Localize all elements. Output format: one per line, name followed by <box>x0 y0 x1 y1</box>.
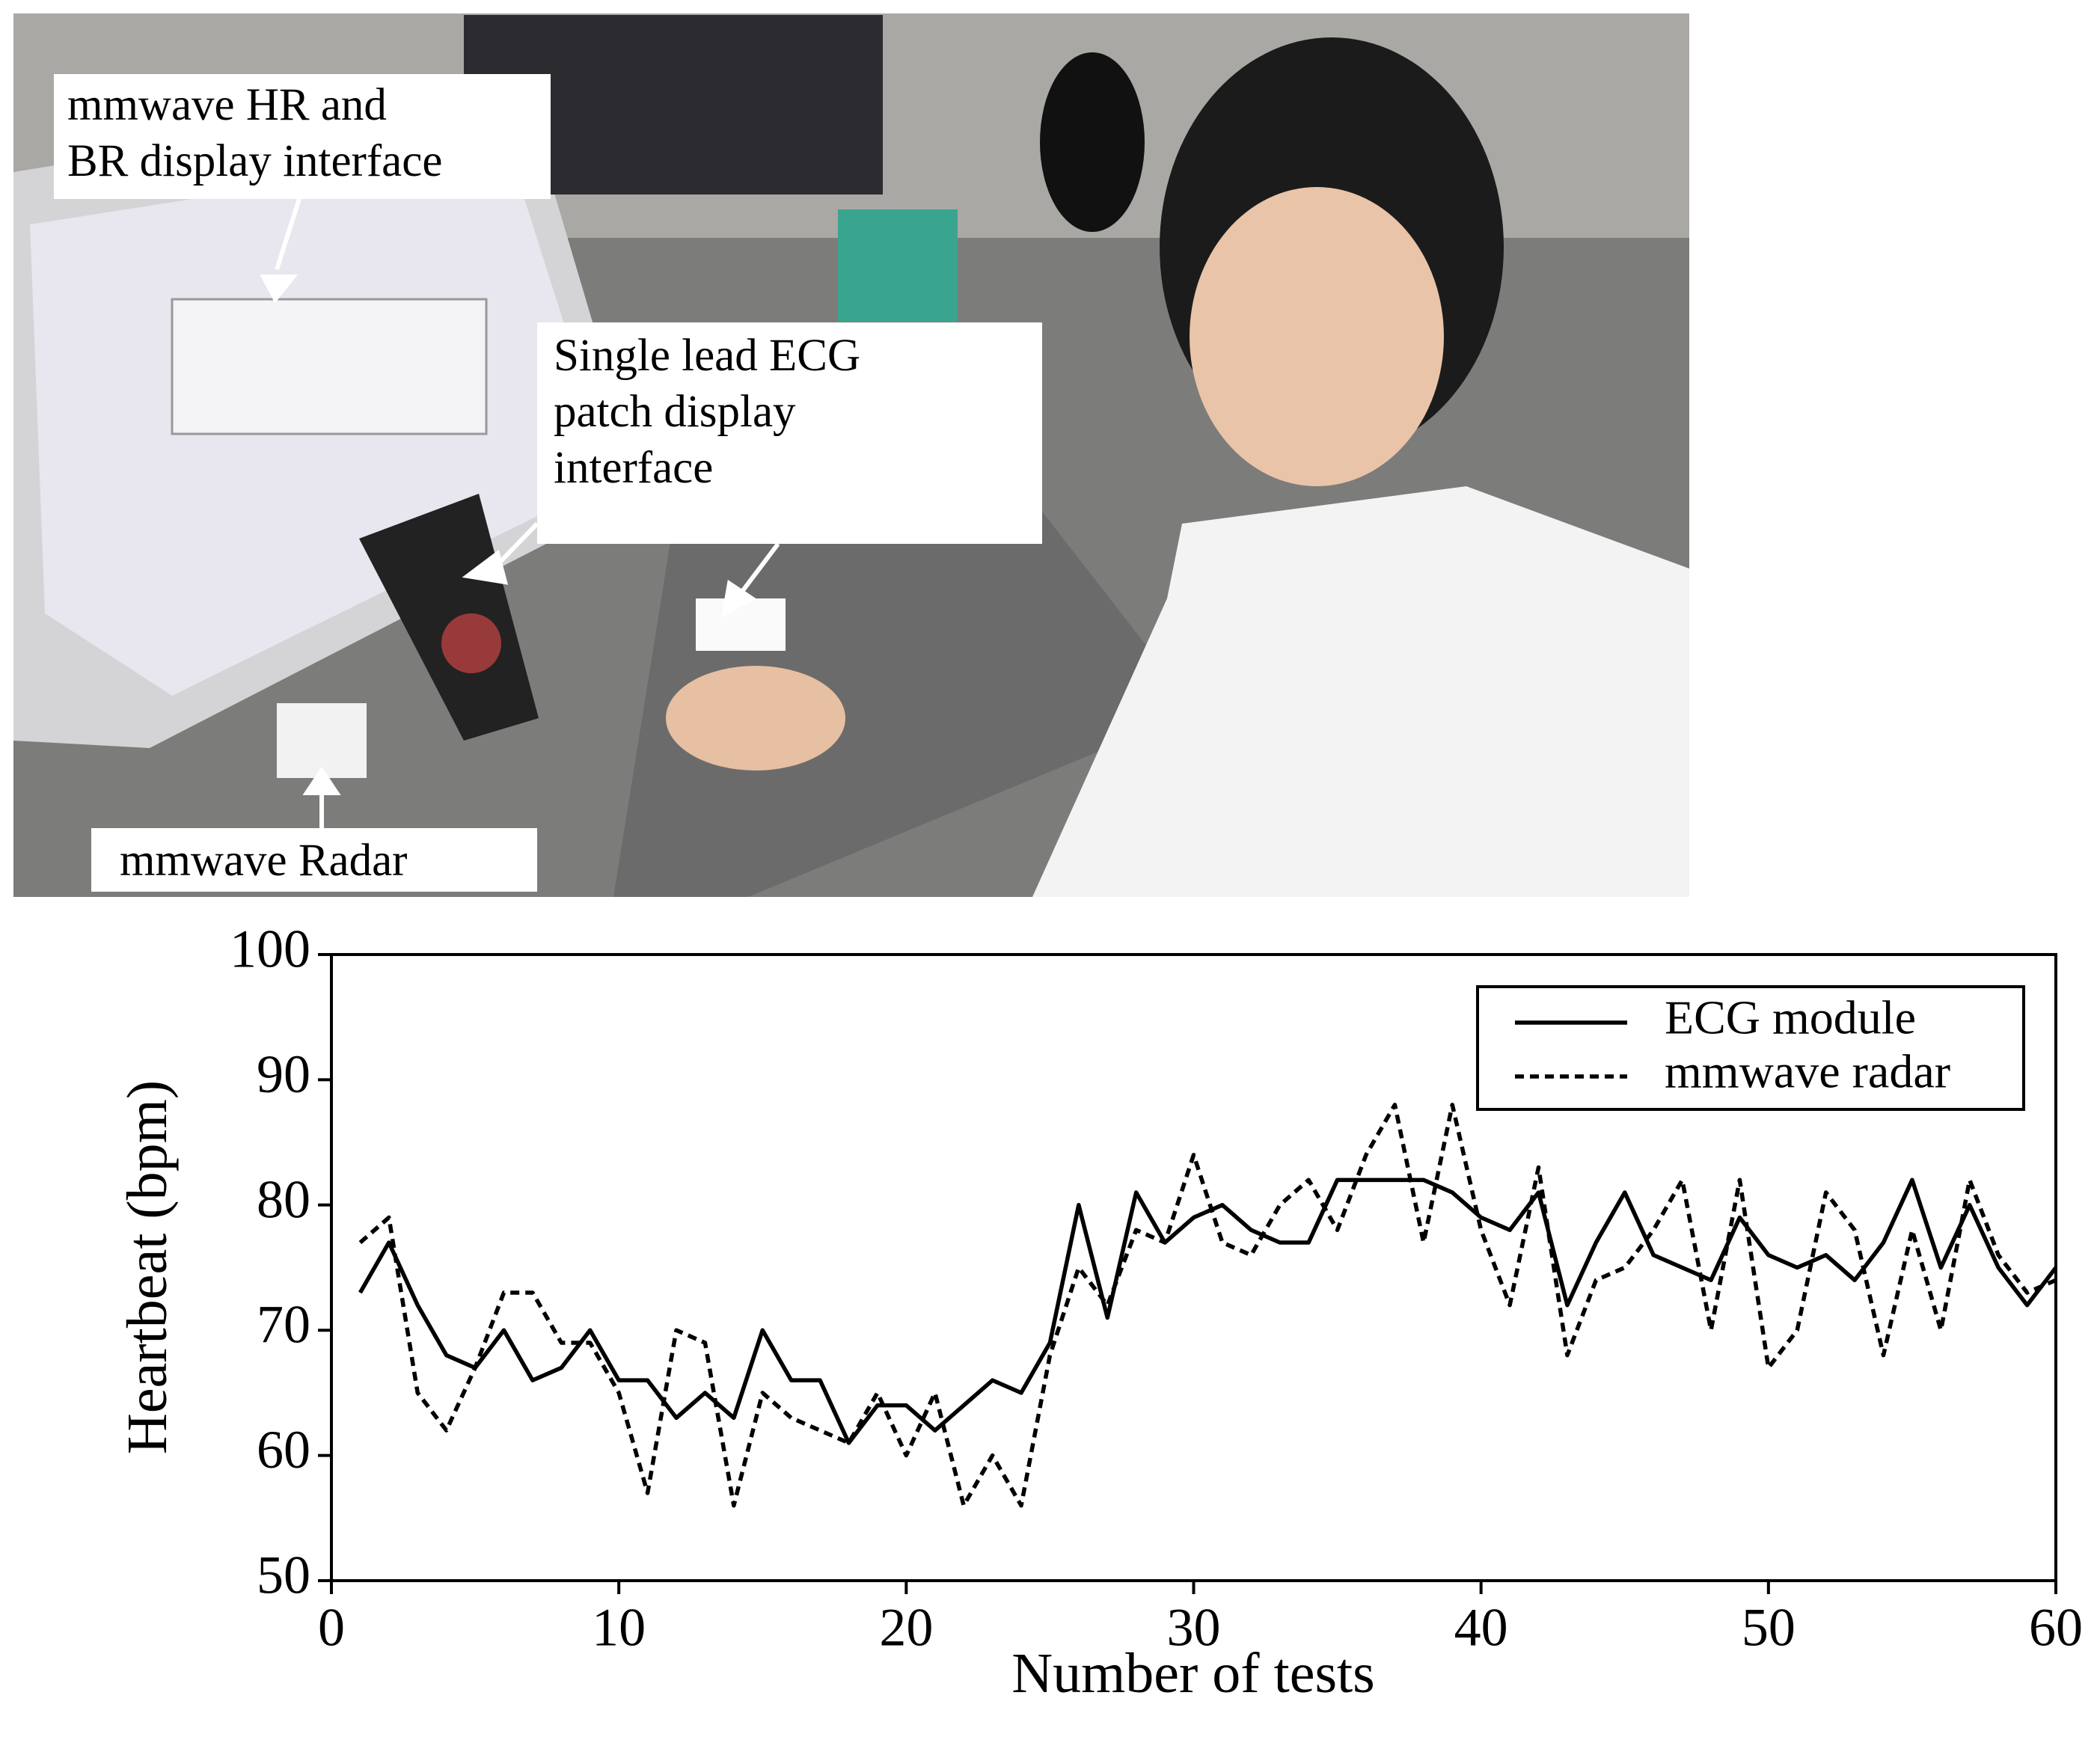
x-tick-label: 30 <box>1167 1598 1221 1658</box>
y-tick-label: 80 <box>257 1169 310 1229</box>
annotation-label: mmwave Radar <box>120 836 408 886</box>
annotation-label: Single lead ECG <box>554 331 860 381</box>
x-tick-label: 40 <box>1454 1598 1508 1658</box>
series-line <box>358 1177 2058 1445</box>
legend-label: ECG module <box>1665 991 1916 1044</box>
y-tick-label: 60 <box>257 1420 310 1480</box>
legend-label: mmwave radar <box>1665 1045 1950 1098</box>
plot: 50 60 70 80 90 100 0 10 20 30 40 50 60 ECG modulemmwa… <box>230 919 2083 1658</box>
y-tick-label: 90 <box>257 1044 310 1104</box>
photo-labels: mmwave HR and BR display interface Single … <box>67 80 860 886</box>
y-tick-label: 70 <box>257 1295 310 1355</box>
annotation-label: interface <box>554 443 713 493</box>
x-tick-label: 60 <box>2029 1598 2083 1658</box>
annotation-label: patch display <box>554 387 796 437</box>
series-line <box>358 1103 2057 1508</box>
y-tick-label: 100 <box>230 919 310 979</box>
annotation-label: BR display interface <box>67 136 442 186</box>
y-axis-title: Heartbeat (bpm) <box>116 1080 179 1454</box>
x-tick-label: 50 <box>1742 1598 1796 1658</box>
x-tick-label: 0 <box>318 1598 345 1658</box>
x-tick-label: 20 <box>879 1598 933 1658</box>
annotation-label: mmwave HR and <box>67 80 387 130</box>
y-tick-label: 50 <box>257 1546 310 1605</box>
annotation-boxes <box>54 74 1042 892</box>
x-tick-label: 10 <box>592 1598 646 1658</box>
legend-box <box>1476 985 2025 1111</box>
x-axis-title: Number of tests <box>1011 1642 1374 1705</box>
